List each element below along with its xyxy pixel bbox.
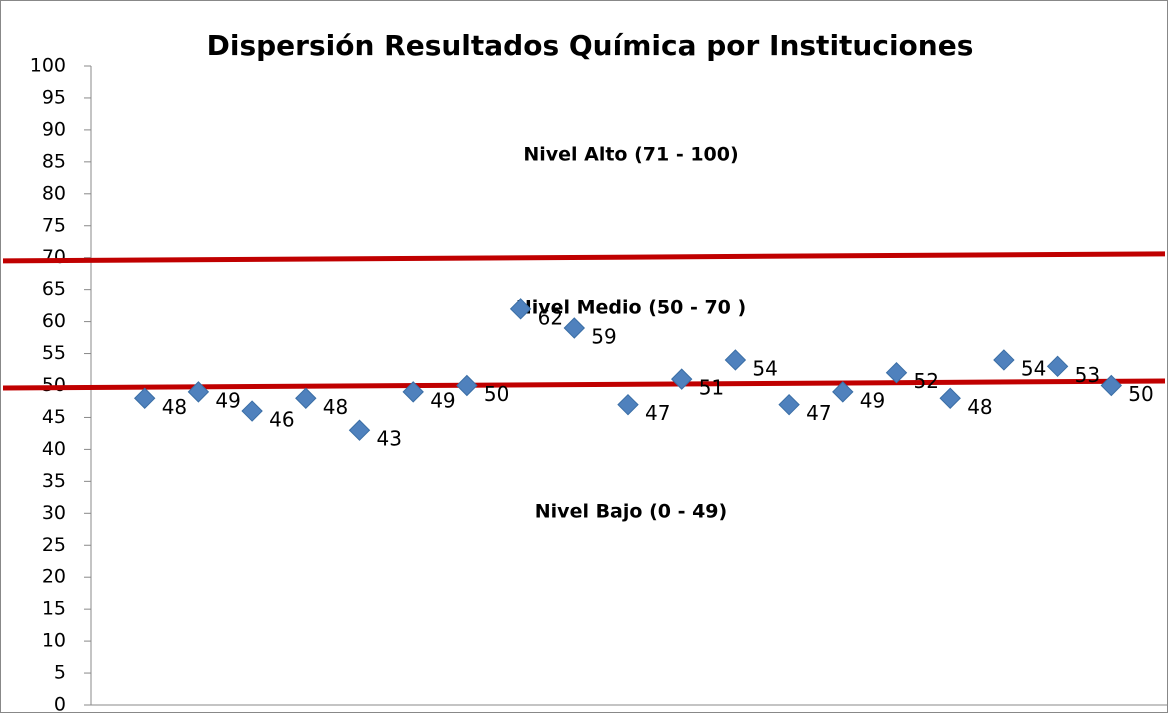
marker xyxy=(617,393,639,416)
marker xyxy=(778,393,800,416)
y-tick-label: 70 xyxy=(42,246,66,268)
data-label: 43 xyxy=(377,427,402,451)
marker xyxy=(724,349,747,371)
y-tick-label: 30 xyxy=(42,502,66,524)
marker xyxy=(563,317,586,339)
data-label: 51 xyxy=(699,376,724,400)
data-label: 53 xyxy=(1075,363,1100,387)
marker xyxy=(939,387,961,409)
data-label: 52 xyxy=(914,369,939,393)
marker xyxy=(456,374,478,397)
y-tick-label: 90 xyxy=(42,118,66,140)
y-tick-label: 15 xyxy=(42,598,66,620)
data-label: 49 xyxy=(430,388,455,412)
marker xyxy=(1100,374,1123,397)
marker xyxy=(241,400,263,422)
y-tick-label: 20 xyxy=(42,566,66,588)
marker xyxy=(1046,355,1069,378)
data-label: 46 xyxy=(269,408,294,432)
y-tick-label: 75 xyxy=(42,214,66,236)
y-tick-label: 85 xyxy=(42,150,66,172)
marker xyxy=(187,381,210,403)
data-label: 50 xyxy=(484,382,509,406)
data-label: 62 xyxy=(538,305,563,329)
y-tick-label: 25 xyxy=(42,534,66,556)
reference-line xyxy=(2,251,1166,264)
data-label: 48 xyxy=(162,395,187,419)
y-tick-label: 80 xyxy=(42,182,66,204)
data-label: 49 xyxy=(215,388,240,412)
chart-title: Dispersión Resultados Química por Instit… xyxy=(207,29,974,62)
y-tick-label: 65 xyxy=(42,278,66,300)
marker xyxy=(832,381,854,403)
annotation: Nivel Bajo (0 - 49) xyxy=(535,501,727,523)
y-tick-label: 100 xyxy=(30,55,66,77)
marker xyxy=(885,362,908,384)
y-tick-label: 10 xyxy=(42,630,66,652)
y-tick-label: 0 xyxy=(54,694,66,713)
annotation: Nivel Alto (71 - 100) xyxy=(523,144,738,166)
marker xyxy=(133,387,156,409)
data-label: 47 xyxy=(645,401,670,425)
data-label: 50 xyxy=(1128,382,1153,406)
annotation: Nivel Medio (50 - 70 ) xyxy=(516,297,746,319)
marker xyxy=(295,387,317,409)
data-label: 47 xyxy=(806,401,831,425)
y-tick-label: 45 xyxy=(42,406,66,428)
y-tick-label: 35 xyxy=(42,470,66,492)
data-label: 54 xyxy=(752,356,777,380)
data-label: 48 xyxy=(967,395,992,419)
y-tick-label: 40 xyxy=(42,438,66,460)
y-tick-label: 60 xyxy=(42,310,66,332)
marker xyxy=(348,419,371,441)
y-tick-label: 50 xyxy=(42,374,66,396)
marker xyxy=(670,368,693,390)
y-tick-label: 55 xyxy=(42,342,66,364)
marker xyxy=(509,298,532,320)
marker xyxy=(993,349,1015,371)
y-tick-label: 5 xyxy=(54,662,66,684)
marker xyxy=(402,381,424,403)
data-label: 49 xyxy=(860,388,885,412)
data-label: 59 xyxy=(591,324,616,348)
data-label: 48 xyxy=(323,395,348,419)
data-label: 54 xyxy=(1021,356,1046,380)
y-tick-label: 95 xyxy=(42,86,66,108)
